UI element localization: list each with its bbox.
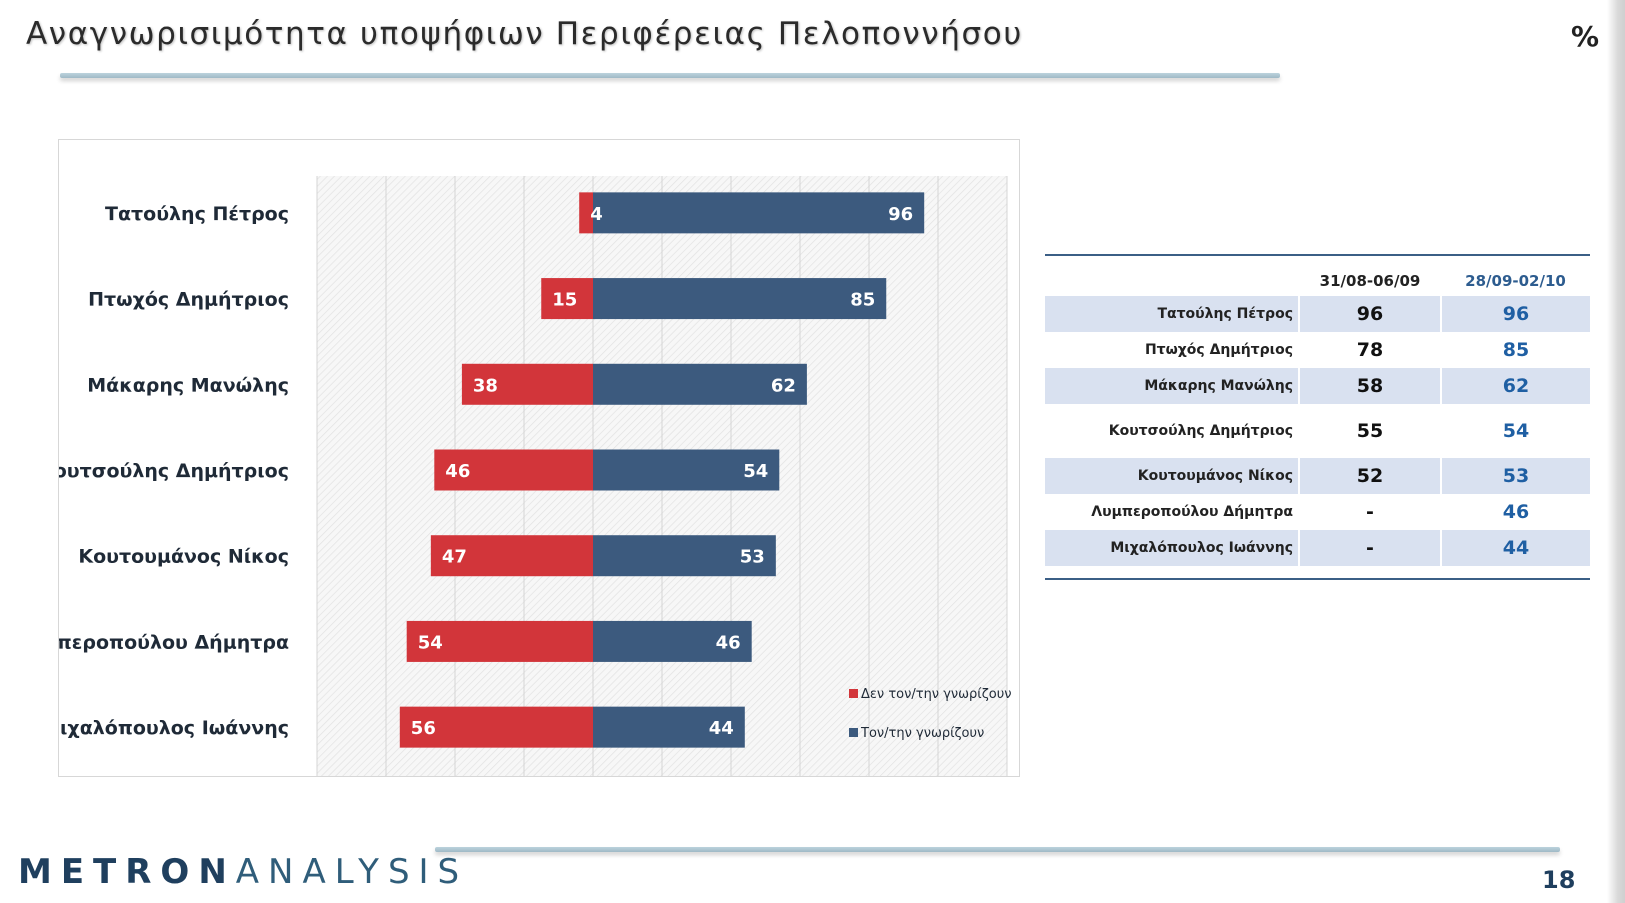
page-number: 18 bbox=[1542, 866, 1576, 894]
table-row: Λυμπεροπούλου Δήμητρα - 46 bbox=[1045, 494, 1590, 530]
row-value-period-1: - bbox=[1298, 530, 1441, 566]
table-row: Κουτουμάνος Νίκος 52 53 bbox=[1045, 458, 1590, 494]
data-label-known: 53 bbox=[740, 547, 765, 568]
logo-part-2: ANALYSIS bbox=[235, 852, 469, 892]
row-value-period-1: 55 bbox=[1298, 404, 1441, 458]
row-value-period-2: 85 bbox=[1440, 332, 1590, 368]
table-row: Τατούλης Πέτρος 96 96 bbox=[1045, 296, 1590, 332]
category-label: Τατούλης Πέτρος bbox=[105, 203, 289, 225]
data-label-unknown: 56 bbox=[411, 718, 436, 739]
data-label-known: 85 bbox=[850, 290, 875, 311]
category-label: Κουτουμάνος Νίκος bbox=[78, 546, 289, 568]
logo-part-1: METRON bbox=[18, 852, 236, 892]
table-header-period-2: 28/09-02/10 bbox=[1465, 272, 1566, 290]
row-value-period-2: 53 bbox=[1440, 458, 1590, 494]
table-row: Μιχαλόπουλος Ιωάννης - 44 bbox=[1045, 530, 1590, 566]
table-top-rule bbox=[1045, 254, 1590, 256]
bar-unknown bbox=[406, 620, 593, 662]
data-label-known: 46 bbox=[716, 632, 741, 653]
bar-unknown bbox=[430, 535, 593, 577]
awareness-chart: Τατούλης Πέτρος 4 96 Πτωχός Δημήτριος 15 85 Μά… bbox=[59, 176, 1012, 776]
page-title: Αναγνωρισιμότητα υποψήφιων Περιφέρειας Π… bbox=[26, 16, 1023, 52]
data-label-unknown: 4 bbox=[590, 204, 603, 225]
data-label-unknown: 15 bbox=[552, 290, 577, 311]
legend-label: Δεν τον/την γνωρίζουν bbox=[861, 687, 1012, 702]
data-label-unknown: 54 bbox=[418, 632, 443, 653]
data-label-known: 96 bbox=[888, 204, 913, 225]
category-label: Κουτσούλης Δημήτριος bbox=[59, 460, 289, 482]
table-bottom-rule bbox=[1045, 578, 1590, 580]
data-label-known: 44 bbox=[709, 718, 734, 739]
table-row: Κουτσούλης Δημήτριος 55 54 bbox=[1045, 404, 1590, 458]
category-label: Πτωχός Δημήτριος bbox=[88, 289, 289, 311]
row-name: Κουτσούλης Δημήτριος bbox=[1108, 423, 1293, 439]
row-value-period-1: 52 bbox=[1298, 458, 1441, 494]
row-name: Τατούλης Πέτρος bbox=[1045, 296, 1299, 332]
row-value-period-1: 58 bbox=[1298, 368, 1441, 404]
row-name: Πτωχός Δημήτριος bbox=[1144, 342, 1293, 358]
data-label-known: 54 bbox=[743, 461, 768, 482]
row-value-period-2: 44 bbox=[1440, 530, 1590, 566]
bar-unknown bbox=[434, 449, 593, 491]
legend-swatch bbox=[849, 728, 858, 737]
row-value-period-2: 46 bbox=[1440, 494, 1590, 530]
row-name: Μάκαρης Μανώλης bbox=[1045, 368, 1299, 404]
bar-known bbox=[593, 363, 807, 405]
data-label-unknown: 47 bbox=[442, 547, 467, 568]
data-label-unknown: 46 bbox=[445, 461, 470, 482]
table-header-blank bbox=[1045, 254, 1299, 296]
table-row: Μάκαρης Μανώλης 58 62 bbox=[1045, 368, 1590, 404]
bar-known bbox=[593, 620, 752, 662]
bar-known bbox=[593, 706, 745, 748]
row-value-period-2: 54 bbox=[1440, 404, 1590, 458]
data-label-known: 62 bbox=[771, 375, 796, 396]
bar-unknown bbox=[579, 192, 593, 234]
legend-swatch bbox=[849, 689, 858, 698]
metron-analysis-logo: METRONANALYSIS bbox=[18, 852, 468, 892]
row-value-period-1: 96 bbox=[1298, 296, 1441, 332]
row-value-period-1: 78 bbox=[1298, 332, 1441, 368]
row-value-period-1: - bbox=[1298, 494, 1441, 530]
bar-unknown bbox=[399, 706, 593, 748]
bar-known bbox=[593, 535, 776, 577]
row-name: Μιχαλόπουλος Ιωάννης bbox=[1045, 530, 1299, 566]
row-value-period-2: 62 bbox=[1440, 368, 1590, 404]
row-name: Κουτουμάνος Νίκος bbox=[1045, 458, 1299, 494]
row-value-period-2: 96 bbox=[1440, 296, 1590, 332]
category-label: Μάκαρης Μανώλης bbox=[87, 374, 289, 396]
legend-label: Τον/την γνωρίζουν bbox=[860, 726, 984, 741]
table-row: Πτωχός Δημήτριος 78 85 bbox=[1045, 332, 1590, 368]
category-label: Λυμπεροπούλου Δήμητρα bbox=[59, 631, 289, 653]
footer-divider bbox=[435, 847, 1560, 852]
table-header-period-1: 31/08-06/09 bbox=[1319, 272, 1421, 290]
chart-panel: Τατούλης Πέτρος 4 96 Πτωχός Δημήτριος 15 85 Μά… bbox=[58, 139, 1020, 777]
bar-unknown bbox=[541, 278, 593, 320]
title-divider bbox=[60, 73, 1280, 78]
right-edge-shadow bbox=[1607, 0, 1625, 903]
comparison-table: 31/08-06/09 28/09-02/10 Τατούλης Πέτρος … bbox=[1045, 254, 1590, 566]
category-label: Μιχαλόπουλος Ιωάννης bbox=[59, 717, 289, 739]
unit-label: % bbox=[1571, 20, 1600, 53]
data-label-unknown: 38 bbox=[473, 375, 498, 396]
bar-known bbox=[593, 449, 780, 491]
bar-known bbox=[593, 278, 887, 320]
bar-known bbox=[593, 192, 925, 234]
bar-unknown bbox=[461, 363, 593, 405]
row-name: Λυμπεροπούλου Δήμητρα bbox=[1091, 504, 1293, 520]
